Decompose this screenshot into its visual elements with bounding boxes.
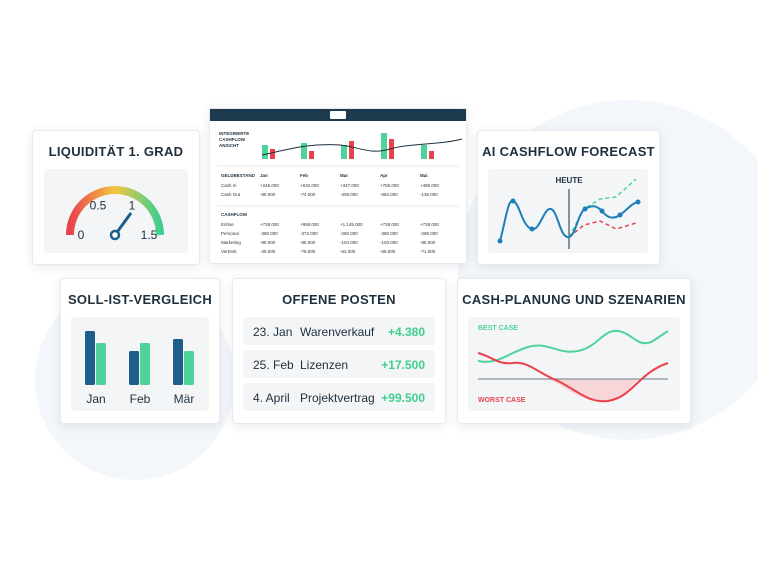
card-title: CASH-PLANUNG UND SZENARIEN <box>462 292 686 307</box>
bar <box>96 343 106 385</box>
cell: -372.000 <box>300 231 318 236</box>
bar-card: SOLL-IST-VERGLEICH Jan Feb Mär <box>60 278 220 424</box>
cell: -409.000 <box>340 192 358 197</box>
cell: -584.000 <box>380 192 398 197</box>
table-title: GELDBESTAND <box>221 173 255 178</box>
cell: -135.000 <box>420 192 438 197</box>
cell: +728.000 <box>260 222 279 227</box>
open-items-card: OFFENE POSTEN 23. Jan Warenverkauf +4.380 2… <box>232 278 446 424</box>
cell: -62.000 <box>340 249 356 254</box>
item-amount: +4.380 <box>387 325 425 339</box>
cell: -85.000 <box>300 240 316 245</box>
column-header: Feb <box>300 173 309 178</box>
forecast-chart: HEUTE <box>497 176 641 249</box>
forecast-card: AI CASHFLOW FORECAST HEUTE <box>477 130 660 265</box>
cell: +480.000 <box>420 183 439 188</box>
cell: -380.000 <box>260 231 278 236</box>
gauge-tick-label: 1.5 <box>141 228 158 242</box>
item-date: 25. Feb <box>253 358 294 372</box>
cell: -103.000 <box>380 240 398 245</box>
item-row: 23. Jan Warenverkauf +4.380 <box>243 317 435 345</box>
row-label: Marketing <box>221 240 241 245</box>
x-tick-label: Feb <box>130 392 151 406</box>
cell: +632.000 <box>300 183 319 188</box>
item-date: 4. April <box>253 391 290 405</box>
cell: +347.000 <box>340 183 359 188</box>
bar <box>173 339 183 385</box>
cell: -380.000 <box>380 231 398 236</box>
cell: +1.145.000 <box>340 222 363 227</box>
cell: -78.000 <box>300 249 316 254</box>
column-header: Mai <box>420 173 428 178</box>
row-label: Cash Out <box>221 192 241 197</box>
bar <box>184 351 194 385</box>
gauge-card: LIQUIDITÄT 1. GRAD 0 0.5 1 1.5 <box>32 130 200 265</box>
scenario-card: CASH-PLANUNG UND SZENARIEN BEST CASE WOR… <box>457 278 691 424</box>
section-title: INTEGRIERTE CASHFLOW ANSICHT <box>219 131 250 148</box>
cell: -45.000 <box>260 249 276 254</box>
row-label: Cash In <box>221 183 237 188</box>
cell: +755.000 <box>380 183 399 188</box>
gauge-arc <box>66 186 164 236</box>
item-row: 25. Feb Lizenzen +17.500 <box>243 350 435 378</box>
scenario-chart: BEST CASE WORST CASE <box>477 325 669 404</box>
logo <box>330 111 346 119</box>
item-date: 23. Jan <box>253 325 293 339</box>
x-tick-label: Jan <box>86 392 105 406</box>
column-header: Jan <box>260 173 268 178</box>
gauge-tick-label: 0 <box>78 228 85 242</box>
cell: +728.000 <box>380 222 399 227</box>
worst-label: WORST CASE <box>478 397 526 404</box>
item-text: Warenverkauf <box>300 325 375 339</box>
cell: -74.000 <box>300 192 316 197</box>
cell: -299.000 <box>420 231 438 236</box>
gauge-hub <box>109 229 121 241</box>
gauge: 0 0.5 1 1.5 <box>66 186 164 242</box>
bar <box>140 343 150 385</box>
item-row: 4. April Projektvertrag +99.500 <box>243 383 435 411</box>
card-title: LIQUIDITÄT 1. GRAD <box>48 144 184 159</box>
cell: -85.000 <box>420 240 436 245</box>
cell: +728.000 <box>420 222 439 227</box>
cell: +245.000 <box>260 183 279 188</box>
item-text: Lizenzen <box>300 358 349 372</box>
row-label: Personal <box>221 231 239 236</box>
card-title: SOLL-IST-VERGLEICH <box>67 292 213 307</box>
bar <box>85 331 95 385</box>
column-header: Mar <box>340 173 349 178</box>
app-bar <box>210 109 466 121</box>
item-text: Projektvertrag <box>300 391 375 405</box>
row-label: Vertrieb <box>221 249 237 254</box>
bar <box>129 351 139 385</box>
marker-label: HEUTE <box>555 176 583 185</box>
card-title: AI CASHFLOW FORECAST <box>482 144 655 159</box>
dashboard: INTEGRIERTE CASHFLOW ANSICHT GELDBESTAND… <box>209 108 467 264</box>
card-title: OFFENE POSTEN <box>282 292 396 307</box>
panel <box>488 169 648 253</box>
cell: -290.000 <box>340 231 358 236</box>
bar-chart: Jan Feb Mär <box>85 331 195 406</box>
table-title: CASHFLOW <box>221 212 247 217</box>
item-amount: +99.500 <box>381 391 425 405</box>
gauge-tick-label: 1 <box>129 199 136 213</box>
row-label: Erlöse <box>221 222 234 227</box>
cell: -71.000 <box>420 249 436 254</box>
x-tick-label: Mär <box>174 392 195 406</box>
mini-chart <box>217 133 463 207</box>
cell: -58.000 <box>380 249 396 254</box>
cell: -98.000 <box>260 240 276 245</box>
cell: -104.000 <box>340 240 358 245</box>
panel <box>468 317 680 411</box>
item-amount: +17.500 <box>381 358 425 372</box>
column-header: Apr <box>380 173 388 178</box>
best-label: BEST CASE <box>478 325 518 332</box>
gauge-tick-label: 0.5 <box>90 199 107 213</box>
cell: +958.000 <box>300 222 319 227</box>
cell: -88.000 <box>260 192 276 197</box>
